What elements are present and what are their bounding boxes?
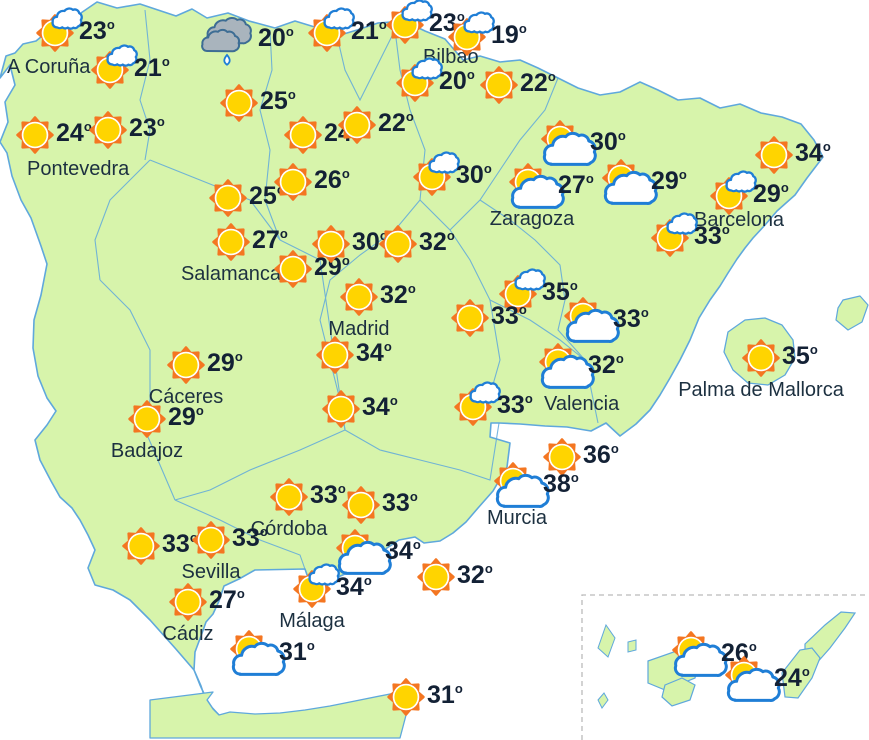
svg-text:Pontevedra: Pontevedra xyxy=(27,158,130,180)
svg-text:27o: 27o xyxy=(209,586,245,614)
svg-text:Murcia: Murcia xyxy=(487,507,548,529)
svg-text:Sevilla: Sevilla xyxy=(182,561,242,583)
svg-text:34o: 34o xyxy=(795,139,831,167)
svg-text:A Coruña: A Coruña xyxy=(7,56,91,78)
svg-text:Badajoz: Badajoz xyxy=(111,440,183,462)
svg-text:32o: 32o xyxy=(457,561,493,589)
svg-text:31o: 31o xyxy=(427,681,463,709)
svg-text:36o: 36o xyxy=(583,441,619,469)
svg-text:Málaga: Málaga xyxy=(279,610,345,632)
svg-text:35o: 35o xyxy=(782,342,818,370)
svg-text:34o: 34o xyxy=(336,573,372,601)
svg-text:Madrid: Madrid xyxy=(328,318,389,340)
svg-text:38o: 38o xyxy=(543,470,579,498)
svg-text:19o: 19o xyxy=(491,21,527,49)
svg-text:Cádiz: Cádiz xyxy=(162,623,213,645)
svg-text:Palma de Mallorca: Palma de Mallorca xyxy=(678,379,845,401)
svg-text:Salamanca: Salamanca xyxy=(181,263,282,285)
svg-text:31o: 31o xyxy=(279,638,315,666)
svg-text:Valencia: Valencia xyxy=(544,393,620,415)
svg-text:34o: 34o xyxy=(385,537,421,565)
svg-text:Zaragoza: Zaragoza xyxy=(490,208,575,230)
